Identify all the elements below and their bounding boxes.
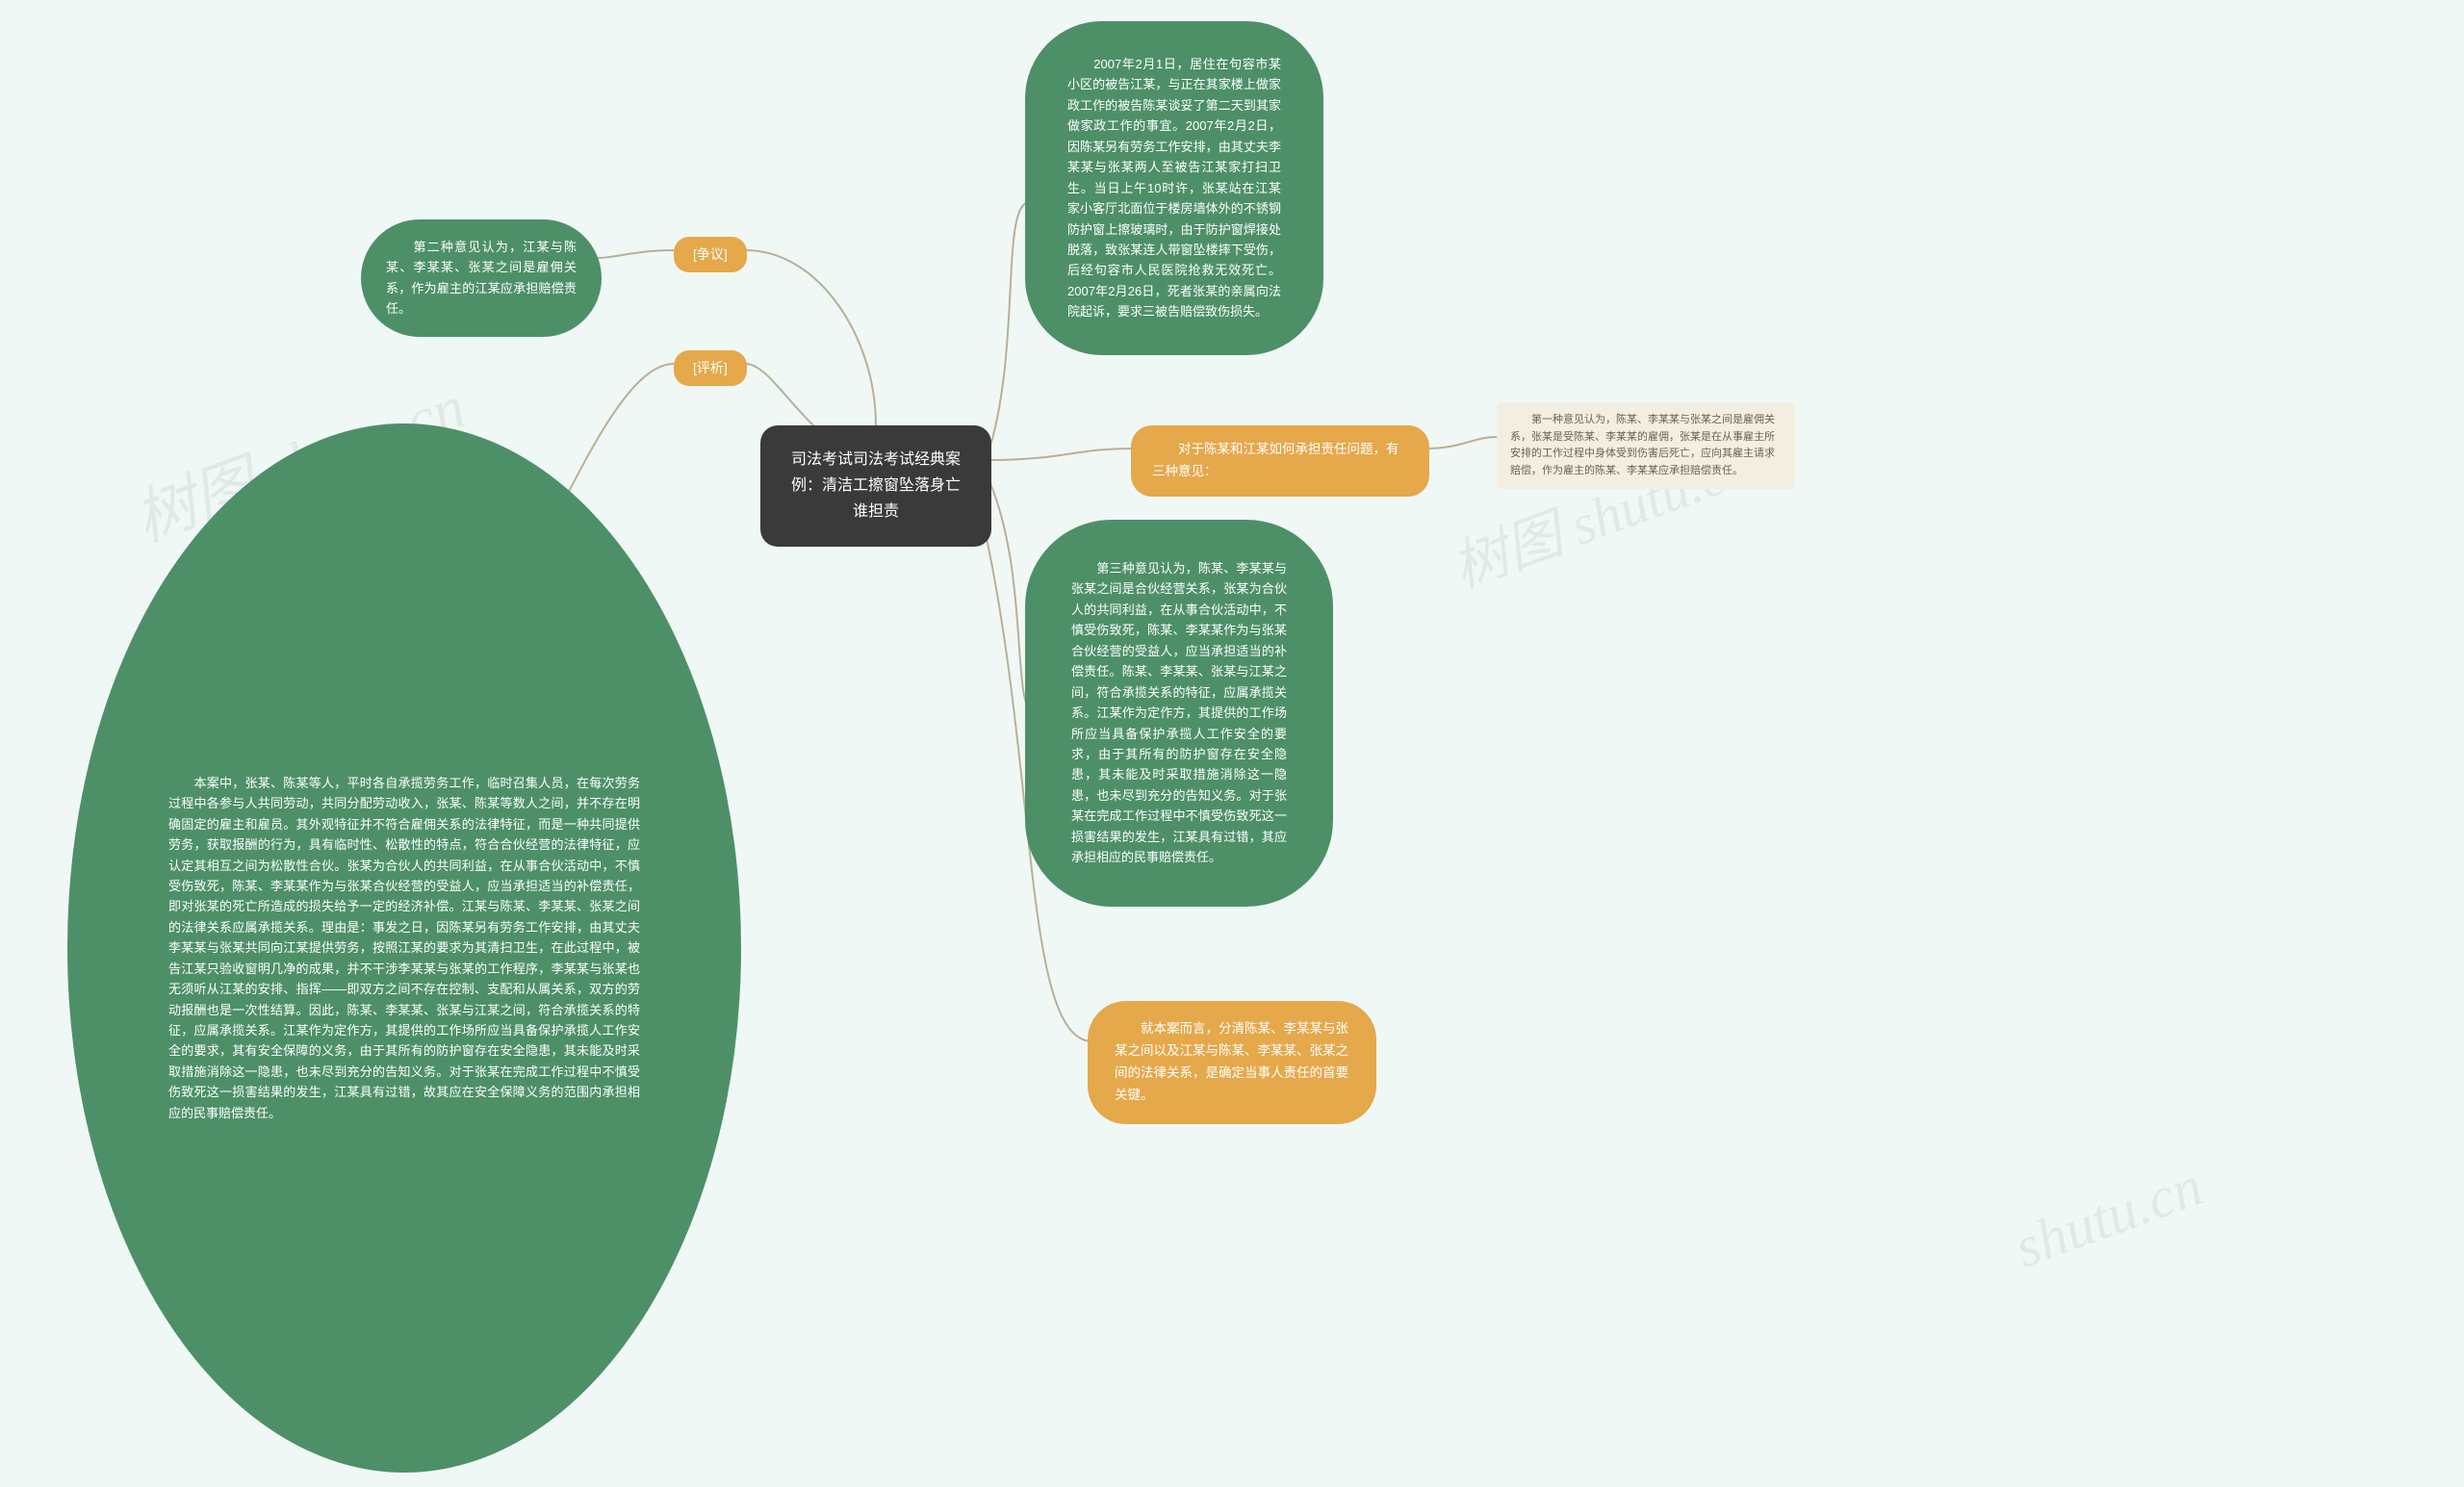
node-opinion1: 第一种意见认为，陈某、李某某与张某之间是雇佣关系，张某是受陈某、李某某的雇佣，张…: [1497, 402, 1795, 489]
node-keypoint: 就本案而言，分清陈某、李某某与张某之间以及江某与陈某、李某某、张某之间的法律关系…: [1088, 1001, 1376, 1124]
mindmap-center: 司法考试司法考试经典案例：清洁工擦窗坠落身亡谁担责: [760, 425, 991, 547]
center-title: 司法考试司法考试经典案例：清洁工擦窗坠落身亡谁担责: [791, 451, 961, 520]
node-opinion2: 第二种意见认为，江某与陈某、李某某、张某之间是雇佣关系，作为雇主的江某应承担赔偿…: [361, 219, 602, 337]
tag-analysis: [评析]: [674, 350, 747, 386]
node-three-opinions: 对于陈某和江某如何承担责任问题，有三种意见：: [1131, 425, 1429, 497]
node-facts: 2007年2月1日，居住在句容市某小区的被告江某，与正在其家楼上做家政工作的被告…: [1025, 21, 1323, 355]
node-opinion3: 第三种意见认为，陈某、李某某与张某之间是合伙经营关系，张某为合伙人的共同利益，在…: [1025, 520, 1333, 907]
watermark: shutu.cn: [2006, 1153, 2211, 1282]
node-analysis-full: 本案中，张某、陈某等人，平时各自承揽劳务工作，临时召集人员，在每次劳务过程中各参…: [67, 423, 741, 1473]
tag-dispute: [争议]: [674, 237, 747, 272]
